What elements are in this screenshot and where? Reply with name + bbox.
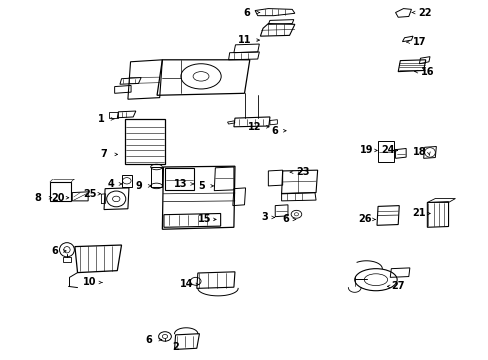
Text: 15: 15 [198, 215, 211, 224]
Text: 25: 25 [83, 189, 96, 199]
Text: 7: 7 [101, 149, 107, 159]
Text: 23: 23 [295, 167, 309, 177]
Text: 6: 6 [51, 246, 58, 256]
Text: 21: 21 [412, 208, 425, 219]
Bar [377, 141, 393, 162]
Text: 26: 26 [358, 215, 371, 224]
Bar [50, 182, 71, 201]
Text: 6: 6 [244, 8, 250, 18]
Text: 19: 19 [359, 145, 372, 156]
Text: 27: 27 [391, 282, 404, 291]
Text: 6: 6 [282, 215, 288, 224]
Text: 18: 18 [412, 147, 426, 157]
Bar [109, 112, 118, 118]
Text: 12: 12 [248, 122, 261, 132]
Text: 8: 8 [34, 193, 41, 203]
Text: 24: 24 [380, 145, 393, 156]
Text: 9: 9 [135, 181, 142, 191]
Text: 6: 6 [271, 126, 278, 136]
Bar [122, 175, 132, 187]
Text: 17: 17 [412, 37, 425, 47]
Text: 4: 4 [107, 179, 114, 189]
Text: 6: 6 [145, 334, 152, 345]
Text: 2: 2 [172, 342, 179, 352]
Text: 5: 5 [198, 181, 205, 191]
Text: 13: 13 [174, 179, 187, 189]
Text: 14: 14 [179, 279, 193, 289]
Text: 11: 11 [237, 35, 251, 45]
Bar [63, 257, 70, 262]
Bar [150, 167, 162, 187]
Bar [164, 168, 194, 190]
Text: 10: 10 [83, 278, 96, 288]
Text: 3: 3 [261, 212, 267, 222]
Text: 22: 22 [417, 8, 430, 18]
Text: 1: 1 [98, 114, 104, 124]
Text: 20: 20 [51, 193, 64, 203]
Text: 16: 16 [420, 67, 433, 77]
Bar [125, 119, 164, 164]
